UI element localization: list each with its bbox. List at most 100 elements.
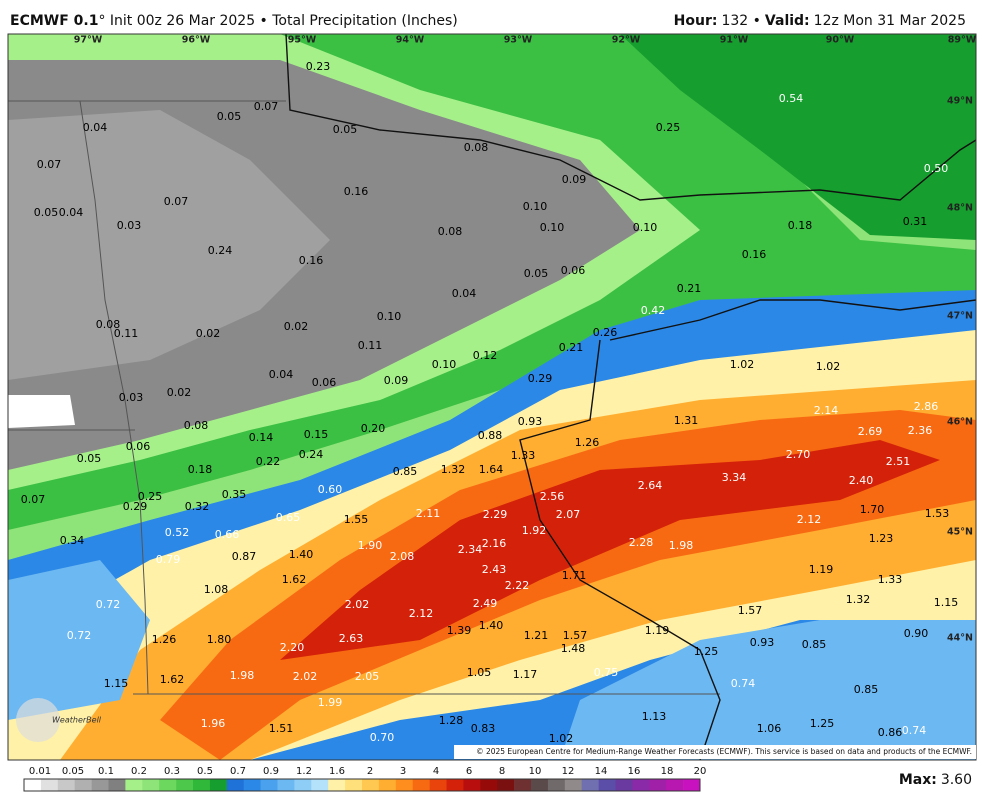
precip-value: 2.08 [390,550,415,563]
precip-value: 0.24 [208,244,233,257]
precip-value: 0.42 [641,304,666,317]
precip-value: 1.62 [160,673,185,686]
latitude-label: 46°N [947,417,973,428]
precip-value: 1.99 [318,696,343,709]
precip-value: 0.04 [452,287,477,300]
colorbar-label: 0.3 [164,766,180,777]
colorbar-label: 8 [499,766,505,777]
longitude-label: 96°W [182,35,211,46]
colorbar-swatch [193,779,211,791]
colorbar-label: 0.5 [197,766,213,777]
precip-value: 1.92 [522,524,547,537]
precip-value: 2.40 [849,474,874,487]
colorbar-swatch [108,779,126,791]
precip-value: 1.40 [479,619,504,632]
precip-value: 0.83 [471,722,496,735]
colorbar-label: 12 [562,766,575,777]
max-text: Max: 3.60 [899,772,972,788]
precip-value: 0.02 [196,327,221,340]
precip-value: 0.02 [167,386,192,399]
longitude-label: 92°W [612,35,641,46]
white-patch [8,395,75,428]
colorbar-swatch [412,779,430,791]
precip-value: 0.65 [276,511,301,524]
map-frame [7,33,977,761]
longitude-label: 97°W [74,35,103,46]
precip-value: 2.64 [638,479,663,492]
longitude-label: 90°W [826,35,855,46]
colorbar-swatch [514,779,532,791]
colorbar-label: 10 [529,766,542,777]
precip-value: 1.15 [104,677,129,690]
colorbar-swatch [564,779,582,791]
precip-value: 0.35 [222,488,247,501]
precip-value: 1.25 [694,645,719,658]
colorbar-swatch [446,779,464,791]
credit-bg [454,745,976,759]
dark-red [280,440,940,660]
precip-value: 1.26 [152,633,177,646]
precip-value: 1.32 [846,593,871,606]
precip-value: 1.13 [642,710,667,723]
precip-value: 0.06 [126,440,151,453]
precip-value: 0.29 [528,372,553,385]
colorbar-swatch [598,779,616,791]
precip-value: 1.19 [645,624,670,637]
precip-value: 1.57 [738,604,763,617]
colorbar-swatch [209,779,228,791]
precip-value: 0.54 [779,92,804,105]
precip-value: 0.04 [83,121,108,134]
precip-value: 0.14 [249,431,274,444]
precip-value: 0.87 [232,550,257,563]
colorbar-swatch [159,779,177,791]
precip-value: 0.20 [361,422,386,435]
precip-value: 0.06 [312,376,337,389]
colorbar-label: 0.01 [29,766,51,777]
precip-value: 0.16 [299,254,324,267]
precip-value: 0.22 [256,455,281,468]
header-right: Hour: 132 • Valid: 12z Mon 31 Mar 2025 [674,13,966,29]
precip-value: 1.23 [869,532,894,545]
precip-value: 0.85 [854,683,879,696]
precip-value: 0.79 [156,553,181,566]
precip-value: 1.31 [674,414,699,427]
colorbar-swatch [547,779,566,791]
precip-value: 1.28 [439,714,464,727]
precip-value: 2.70 [786,448,811,461]
colorbar-label: 3 [400,766,406,777]
colorbar-swatch [24,779,42,791]
precip-value: 1.57 [563,629,588,642]
precip-value: 0.75 [594,666,619,679]
precip-value: 0.11 [358,339,383,352]
precip-value: 0.74 [731,677,756,690]
precip-value: 1.25 [810,717,835,730]
colorbar-label: 0.7 [230,766,246,777]
precip-value: 0.04 [269,368,294,381]
map [8,34,976,760]
precip-value: 0.93 [750,636,775,649]
precip-value: 0.34 [60,534,85,547]
precip-value: 2.05 [355,670,380,683]
precip-value: 0.12 [473,349,498,362]
state-line [519,339,721,760]
longitude-label: 89°W [948,35,977,46]
precip-value: 0.18 [188,463,213,476]
longitude-label: 93°W [504,35,533,46]
precip-value: 0.86 [878,726,903,739]
precip-value: 2.12 [409,607,434,620]
precip-value: 1.33 [878,573,903,586]
precip-value: 0.93 [518,415,543,428]
max-label: Max: [899,772,937,788]
valid-label: Valid: [765,13,810,29]
precip-value: 1.98 [669,539,694,552]
colorbar-swatch [74,779,92,791]
precip-value: 1.55 [344,513,369,526]
colorbar-label: 0.05 [62,766,84,777]
colorbar-swatch [57,779,75,791]
precip-value: 2.07 [556,508,581,521]
precip-value: 0.90 [904,627,929,640]
precip-value: 3.34 [722,471,747,484]
precip-value: 1.26 [575,436,600,449]
precip-value: 0.10 [540,221,565,234]
precip-value: 2.22 [505,579,530,592]
